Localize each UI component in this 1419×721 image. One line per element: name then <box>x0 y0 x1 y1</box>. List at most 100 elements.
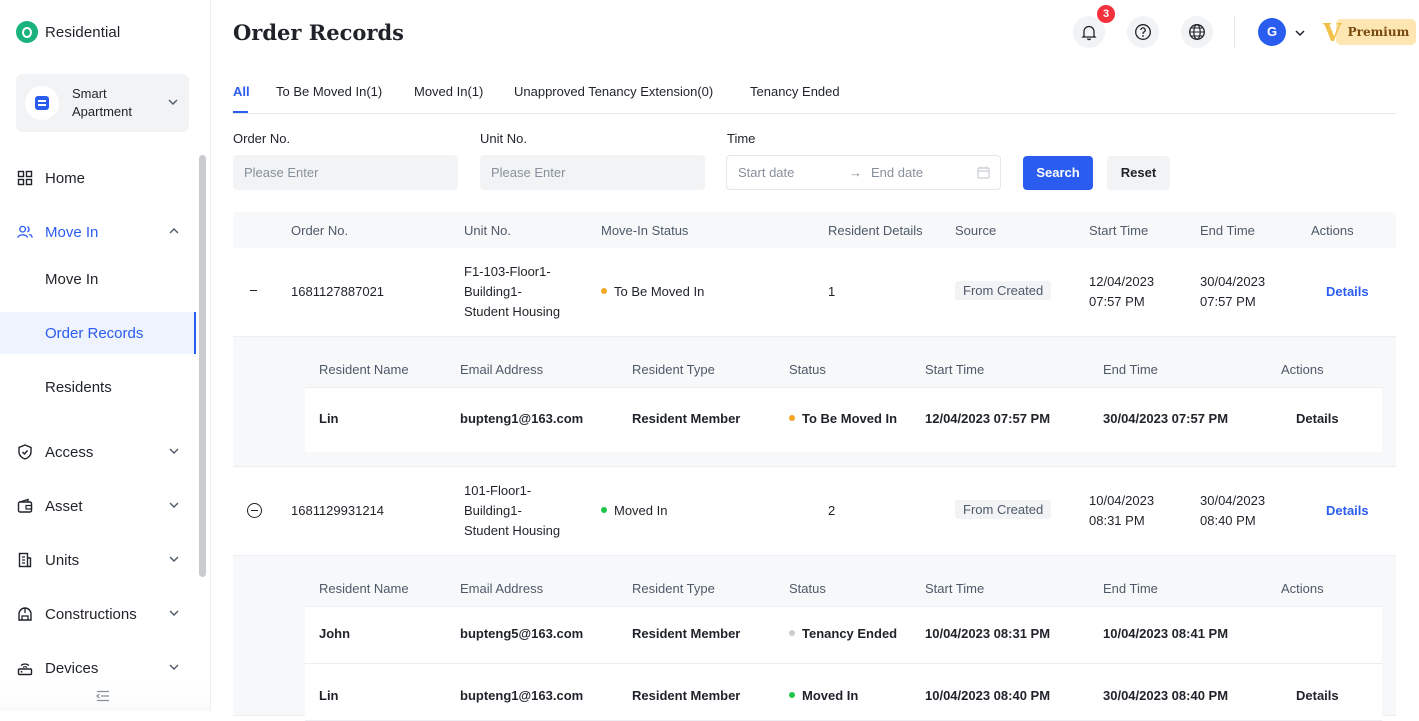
col-resident-details: Resident Details <box>828 223 923 238</box>
resident-details-link[interactable]: Details <box>1296 688 1339 703</box>
resident-subtable: Resident Name Email Address Resident Typ… <box>305 571 1382 721</box>
reset-button[interactable]: Reset <box>1107 156 1170 190</box>
tab-tenancy-ended[interactable]: Tenancy Ended <box>750 84 840 99</box>
question-icon <box>1135 24 1151 40</box>
end-date-input[interactable]: End date <box>871 165 924 180</box>
start-date-input[interactable]: Start date <box>738 165 795 180</box>
start-time: 12/04/2023 07:57 PM <box>1089 274 1155 309</box>
sidebar-item-residents[interactable]: Residents <box>0 366 196 408</box>
sidebar-item-move-in-group[interactable]: Move In <box>0 211 196 253</box>
col-move-in-status: Move-In Status <box>601 223 689 238</box>
chevron-down-icon <box>168 99 178 105</box>
calendar-icon <box>977 166 990 179</box>
table-header: Order No. Unit No. Move-In Status Reside… <box>233 212 1396 248</box>
sidebar-item-order-records[interactable]: Order Records <box>0 312 196 354</box>
collapse-row-icon[interactable] <box>247 503 262 518</box>
sidebar-item-label: Access <box>45 443 94 461</box>
building-icon <box>17 552 33 568</box>
unit-no: 101-Floor1- Building1- Student Housing <box>464 483 561 538</box>
col-source: Source <box>955 223 997 238</box>
project-switcher[interactable]: Smart Apartment <box>16 74 189 132</box>
sidebar-item-move-in[interactable]: Move In <box>0 258 196 300</box>
order-no-input[interactable] <box>233 155 458 190</box>
sidebar-item-label: Move In <box>45 270 99 288</box>
resident-status: To Be Moved In <box>789 411 897 426</box>
premium-label: Premium <box>1335 19 1417 45</box>
notifications-button[interactable] <box>1073 16 1105 48</box>
col-actions: Actions <box>1281 362 1324 377</box>
wallet-icon <box>17 498 33 514</box>
resident-type: Resident Member <box>632 626 741 641</box>
source-tag: From Created <box>955 281 1052 300</box>
sidebar-item-constructions[interactable]: Constructions <box>0 593 196 635</box>
col-email: Email Address <box>460 362 544 377</box>
date-range-picker[interactable]: Start date → End date <box>726 155 1001 190</box>
brand: Residential <box>16 21 120 43</box>
col-email: Email Address <box>460 581 544 596</box>
sidebar-item-units[interactable]: Units <box>0 539 196 581</box>
col-unit-no: Unit No. <box>464 223 511 238</box>
resident-count: 1 <box>828 284 836 299</box>
language-button[interactable] <box>1181 16 1213 48</box>
sidebar-item-home[interactable]: Home <box>0 157 196 199</box>
status-dot <box>789 692 795 698</box>
chevron-down-icon <box>169 502 179 508</box>
unit-no-label: Unit No. <box>480 131 527 146</box>
resident-count: 2 <box>828 503 836 518</box>
unit-no-input[interactable] <box>480 155 705 190</box>
collapse-menu-icon[interactable] <box>96 690 110 702</box>
sidebar: Residential Smart Apartment Home Move In… <box>0 0 211 711</box>
sidebar-item-devices[interactable]: Devices <box>0 647 196 689</box>
resident-status: Tenancy Ended <box>789 626 897 641</box>
tab-to-be-moved-in[interactable]: To Be Moved In(1) <box>276 84 383 99</box>
status-dot <box>601 507 607 513</box>
subtable-header: Resident Name Email Address Resident Typ… <box>305 352 1382 388</box>
premium-v-icon: V <box>1323 17 1342 47</box>
tab-unapproved-extension[interactable]: Unapproved Tenancy Extension(0) <box>514 84 714 99</box>
resident-name: John <box>319 626 351 641</box>
details-link[interactable]: Details <box>1326 503 1369 518</box>
order-no: 1681127887021 <box>291 284 385 299</box>
collapse-row-icon[interactable] <box>247 284 262 299</box>
col-order-no: Order No. <box>291 223 349 238</box>
resident-subtable-wrapper: Resident Name Email Address Resident Typ… <box>233 556 1396 721</box>
source-tag: From Created <box>955 500 1052 519</box>
users-icon <box>17 224 33 240</box>
resident-start-time: 10/04/2023 08:31 PM <box>925 626 1051 641</box>
sidebar-item-label: Residents <box>45 378 112 396</box>
subtable-header: Resident Name Email Address Resident Typ… <box>305 571 1382 607</box>
resident-name: Lin <box>319 411 339 426</box>
subtable-row: John bupteng5@163.com Resident Member Te… <box>305 607 1382 664</box>
status-dot <box>789 630 795 636</box>
chevron-down-icon <box>169 556 179 562</box>
resident-type: Resident Member <box>632 411 741 426</box>
tab-moved-in[interactable]: Moved In(1) <box>414 84 484 99</box>
chevron-down-icon[interactable] <box>1294 27 1306 39</box>
sidebar-item-access[interactable]: Access <box>0 431 196 473</box>
col-actions: Actions <box>1281 581 1324 596</box>
resident-start-time: 12/04/2023 07:57 PM <box>925 411 1051 426</box>
sidebar-item-label: Units <box>45 551 80 569</box>
resident-details-link[interactable]: Details <box>1296 411 1339 426</box>
arrow-right-icon: → <box>849 165 862 180</box>
sidebar-item-label: Home <box>45 169 86 187</box>
sidebar-item-asset[interactable]: Asset <box>0 485 196 527</box>
sidebar-item-label: Constructions <box>45 605 137 623</box>
sidebar-item-label: Move In <box>45 223 99 241</box>
chevron-down-icon <box>169 664 179 670</box>
details-link[interactable]: Details <box>1326 284 1369 299</box>
resident-subtable: Resident Name Email Address Resident Typ… <box>305 352 1382 452</box>
notification-badge: 3 <box>1097 5 1115 23</box>
tab-all[interactable]: All <box>233 84 250 113</box>
help-button[interactable] <box>1127 16 1159 48</box>
search-button[interactable]: Search <box>1023 156 1093 190</box>
construction-icon <box>17 606 33 622</box>
resident-email: bupteng1@163.com <box>460 688 584 703</box>
avatar[interactable]: G <box>1258 18 1286 46</box>
resident-email: bupteng5@163.com <box>460 626 584 641</box>
sidebar-scrollbar[interactable] <box>199 155 206 577</box>
sidebar-item-label: Devices <box>45 659 99 677</box>
col-resident-type: Resident Type <box>632 581 715 596</box>
premium-badge[interactable]: V Premium <box>1323 17 1417 47</box>
status-dot <box>601 288 607 294</box>
